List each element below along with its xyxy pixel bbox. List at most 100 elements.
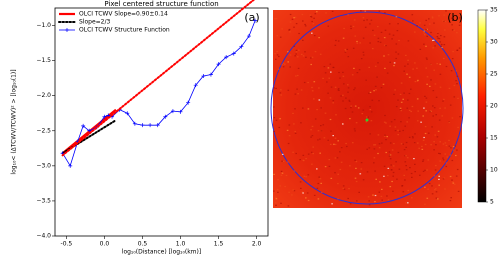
point-marker [125,111,130,116]
texture [351,111,354,113]
texture [393,143,395,145]
texture [430,144,432,146]
texture [434,189,436,191]
texture [373,90,375,92]
series-line [62,20,256,167]
texture [443,44,446,46]
texture [281,153,284,155]
annotation: (a) [244,11,259,24]
texture [407,59,409,61]
texture [330,177,333,179]
texture [318,87,320,89]
texture [275,87,277,89]
texture [387,54,390,56]
texture [302,39,304,41]
texture [398,168,401,170]
texture [330,71,332,73]
texture [303,81,306,84]
texture [424,132,427,135]
texture [392,175,394,177]
chart-title: Pixel centered structure function [104,0,218,8]
texture [286,129,289,131]
texture [297,67,300,69]
texture [435,114,437,116]
texture [353,128,356,130]
texture [300,122,302,124]
texture [409,167,411,169]
texture [318,176,320,178]
texture [457,190,460,192]
texture [320,182,322,184]
texture [426,76,429,78]
texture [303,175,306,177]
texture [404,65,406,67]
texture [449,200,452,202]
texture [378,191,381,193]
texture [407,202,409,204]
colorbar [477,9,487,203]
texture [294,108,296,110]
texture [395,51,397,53]
texture [440,45,442,47]
texture [419,22,421,24]
texture [373,34,376,36]
texture [281,64,283,66]
texture [445,165,448,168]
x-tick-label: -0.5 [61,241,73,248]
texture [287,142,290,145]
texture [428,23,431,25]
texture [452,145,455,148]
center-pixel [365,118,369,122]
texture [439,73,442,75]
texture [434,134,436,136]
texture [279,185,281,187]
texture [373,162,375,164]
texture [354,87,356,89]
point-marker [246,34,251,39]
texture [337,140,339,142]
texture [354,159,356,161]
texture [424,34,426,36]
texture [396,178,398,180]
texture [307,108,310,110]
texture [316,109,318,111]
texture [287,51,289,53]
texture [450,17,453,19]
texture [425,97,428,99]
point-marker [231,51,236,56]
texture [452,182,455,184]
texture [433,107,436,109]
texture [428,182,431,185]
point-marker [155,123,160,128]
texture [442,100,444,102]
texture [422,115,424,117]
texture [334,172,336,174]
texture [410,110,412,113]
texture [311,20,313,23]
texture [338,71,340,74]
texture [370,120,373,122]
texture [327,92,329,94]
texture [337,40,340,42]
texture [439,41,441,43]
texture [299,159,301,161]
texture [448,139,450,141]
texture [390,169,393,171]
texture [302,20,304,22]
texture [363,19,365,22]
texture [366,148,368,150]
texture [455,80,457,82]
texture [397,53,400,55]
texture [350,107,352,109]
texture [404,125,406,127]
texture [402,129,404,132]
texture [273,106,275,108]
texture [310,16,313,18]
texture [288,124,291,126]
texture [276,35,279,37]
texture [388,151,391,153]
texture [287,89,290,91]
texture [427,188,429,190]
texture [324,166,327,168]
texture [303,160,305,162]
